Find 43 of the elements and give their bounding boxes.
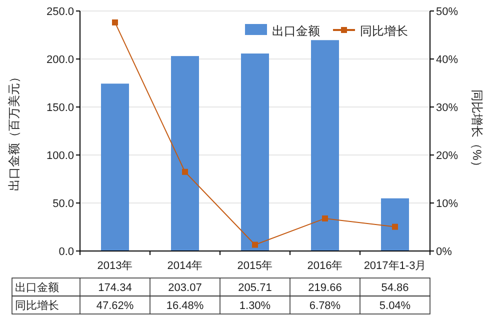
y2-tick-label: 20% bbox=[436, 150, 458, 162]
y2-tick-label: 40% bbox=[436, 54, 458, 66]
data-label: 219.66 bbox=[308, 282, 342, 294]
data-label: 54.86 bbox=[381, 282, 409, 294]
data-label: 16.48% bbox=[166, 300, 204, 312]
y-tick-label: 50.0 bbox=[52, 198, 74, 210]
x-tick-label: 2015年 bbox=[237, 260, 273, 272]
legend-label: 出口金额 bbox=[272, 24, 320, 38]
bar bbox=[101, 84, 129, 251]
bar bbox=[171, 56, 199, 251]
y2-tick-label: 50% bbox=[436, 6, 458, 18]
y-tick-label: 250.0 bbox=[46, 6, 74, 18]
data-label: 1.30% bbox=[239, 300, 271, 312]
point bbox=[182, 168, 188, 175]
y2-tick-label: 30% bbox=[436, 102, 458, 114]
y-tick-label: 100.0 bbox=[46, 150, 74, 162]
bar bbox=[241, 54, 269, 251]
point bbox=[112, 19, 118, 26]
data-label: 174.34 bbox=[98, 282, 132, 294]
data-label: 47.62% bbox=[96, 300, 134, 312]
legend-label: 同比增长 bbox=[360, 24, 408, 38]
data-label: 205.71 bbox=[238, 282, 272, 294]
text: 同比增长 bbox=[15, 300, 59, 312]
y-tick-label: 150.0 bbox=[46, 102, 74, 114]
bar bbox=[381, 198, 409, 251]
x-tick-label: 2014年 bbox=[167, 260, 203, 272]
x-tick-label: 2013年 bbox=[97, 260, 133, 272]
y-axis-title: 出口金额（百万美元） bbox=[7, 71, 21, 191]
y2-tick-label: 10% bbox=[436, 198, 458, 210]
text: 出口金额 bbox=[15, 282, 59, 294]
data-label: 5.04% bbox=[379, 300, 411, 312]
data-label: 203.07 bbox=[168, 282, 202, 294]
point bbox=[392, 224, 398, 230]
x-tick-label: 2017年1-3月 bbox=[364, 260, 426, 272]
point bbox=[322, 215, 328, 222]
point bbox=[252, 242, 258, 248]
y2-axis-title: 同比增长（%） bbox=[470, 90, 484, 172]
x-tick-label: 2016年 bbox=[307, 260, 343, 272]
bar bbox=[311, 40, 339, 251]
data-label: 6.78% bbox=[309, 300, 341, 312]
y-tick-label: 0.0 bbox=[58, 246, 74, 258]
y-tick-label: 200.0 bbox=[46, 54, 74, 66]
y2-tick-label: 0% bbox=[436, 246, 452, 258]
